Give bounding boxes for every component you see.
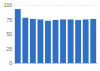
svg-text:100: 100 — [4, 2, 13, 8]
svg-text:50: 50 — [6, 31, 12, 37]
svg-text:75: 75 — [6, 17, 12, 23]
svg-text:25: 25 — [6, 46, 12, 52]
svg-text:0: 0 — [9, 60, 12, 66]
